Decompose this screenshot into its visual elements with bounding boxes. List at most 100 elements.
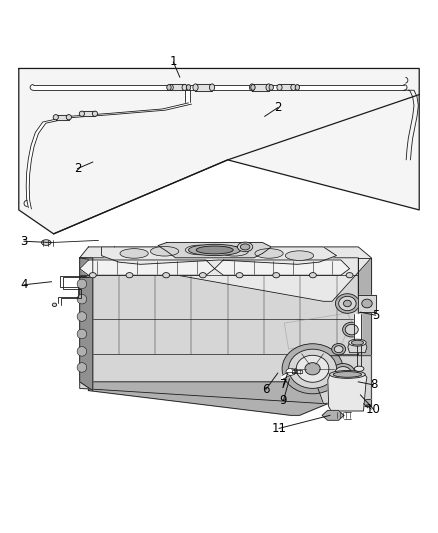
Ellipse shape — [199, 272, 206, 278]
Ellipse shape — [250, 84, 254, 91]
Ellipse shape — [339, 296, 356, 311]
Ellipse shape — [120, 249, 148, 258]
Text: 2: 2 — [74, 162, 81, 175]
Polygon shape — [328, 375, 367, 411]
Polygon shape — [102, 247, 336, 264]
Ellipse shape — [167, 85, 171, 90]
Ellipse shape — [89, 272, 96, 278]
Ellipse shape — [188, 244, 241, 256]
Text: 8: 8 — [370, 378, 377, 391]
Ellipse shape — [186, 85, 191, 90]
Ellipse shape — [332, 344, 346, 355]
Text: 3: 3 — [20, 235, 28, 248]
Ellipse shape — [53, 115, 58, 120]
Ellipse shape — [282, 344, 343, 394]
Polygon shape — [348, 343, 367, 353]
Ellipse shape — [305, 362, 320, 375]
Ellipse shape — [126, 272, 133, 278]
Text: 4: 4 — [20, 278, 28, 291]
Text: 2: 2 — [274, 101, 282, 114]
Polygon shape — [33, 85, 404, 90]
Ellipse shape — [77, 346, 87, 356]
Text: 6: 6 — [262, 383, 270, 395]
Polygon shape — [185, 91, 190, 103]
Ellipse shape — [220, 246, 248, 256]
Ellipse shape — [269, 85, 273, 90]
Ellipse shape — [150, 246, 179, 256]
Text: 10: 10 — [366, 403, 381, 416]
Polygon shape — [171, 84, 185, 91]
Polygon shape — [88, 382, 328, 415]
Ellipse shape — [168, 84, 173, 91]
Polygon shape — [358, 295, 376, 312]
Ellipse shape — [336, 294, 359, 313]
Ellipse shape — [295, 85, 300, 90]
Polygon shape — [80, 258, 93, 391]
Ellipse shape — [309, 272, 316, 278]
Ellipse shape — [286, 368, 296, 375]
Ellipse shape — [66, 115, 71, 120]
Ellipse shape — [77, 312, 87, 321]
Ellipse shape — [354, 366, 364, 372]
Ellipse shape — [277, 84, 282, 91]
Text: 5: 5 — [372, 309, 379, 322]
Polygon shape — [215, 260, 350, 275]
Ellipse shape — [273, 272, 280, 278]
Ellipse shape — [52, 303, 57, 306]
Ellipse shape — [77, 279, 87, 289]
Ellipse shape — [251, 85, 255, 90]
Ellipse shape — [162, 272, 170, 278]
Polygon shape — [158, 243, 271, 258]
Ellipse shape — [333, 372, 361, 377]
Polygon shape — [354, 314, 361, 343]
Ellipse shape — [209, 84, 215, 91]
Ellipse shape — [77, 362, 87, 372]
Text: 9: 9 — [279, 394, 287, 407]
Ellipse shape — [334, 346, 343, 353]
Polygon shape — [56, 115, 69, 120]
Ellipse shape — [296, 356, 329, 382]
Ellipse shape — [286, 251, 314, 261]
Ellipse shape — [255, 249, 283, 258]
Ellipse shape — [185, 245, 214, 255]
Ellipse shape — [240, 244, 250, 250]
Ellipse shape — [92, 111, 98, 116]
Polygon shape — [282, 367, 328, 379]
Text: 11: 11 — [272, 422, 286, 435]
Ellipse shape — [291, 84, 296, 91]
Polygon shape — [279, 84, 293, 91]
Ellipse shape — [193, 84, 198, 91]
Polygon shape — [80, 260, 215, 275]
Polygon shape — [315, 356, 371, 403]
Ellipse shape — [266, 84, 271, 91]
Ellipse shape — [329, 370, 365, 378]
Ellipse shape — [331, 364, 355, 383]
Ellipse shape — [182, 84, 187, 91]
Polygon shape — [292, 370, 302, 373]
Polygon shape — [195, 84, 212, 91]
Text: 1: 1 — [170, 55, 177, 68]
Polygon shape — [252, 84, 268, 91]
Polygon shape — [80, 247, 371, 301]
Ellipse shape — [346, 272, 353, 278]
Ellipse shape — [343, 322, 361, 337]
Polygon shape — [26, 103, 191, 209]
Ellipse shape — [236, 272, 243, 278]
Polygon shape — [358, 258, 371, 406]
Ellipse shape — [343, 300, 351, 307]
Text: 7: 7 — [279, 378, 287, 391]
Ellipse shape — [289, 349, 336, 389]
Ellipse shape — [351, 340, 364, 345]
Ellipse shape — [345, 325, 358, 335]
Ellipse shape — [362, 299, 372, 308]
Polygon shape — [19, 68, 419, 234]
Ellipse shape — [42, 240, 51, 245]
Ellipse shape — [77, 329, 87, 339]
Ellipse shape — [349, 339, 366, 346]
Polygon shape — [82, 111, 95, 116]
Ellipse shape — [196, 246, 233, 254]
Ellipse shape — [77, 294, 87, 304]
Ellipse shape — [237, 242, 253, 252]
Polygon shape — [322, 410, 344, 420]
Ellipse shape — [335, 367, 351, 379]
